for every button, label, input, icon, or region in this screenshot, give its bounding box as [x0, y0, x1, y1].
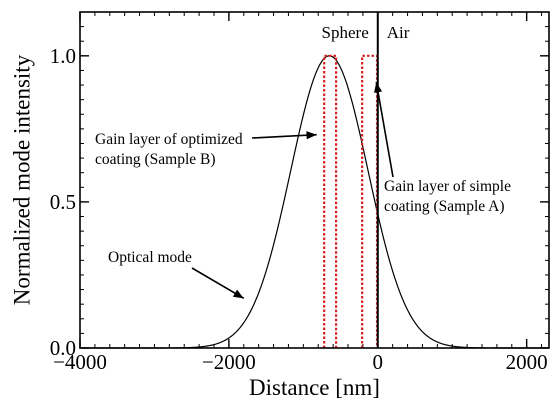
x-tick-label: −2000 — [202, 350, 256, 374]
y-axis-title: Normalized mode intensity — [9, 54, 34, 305]
region-label-air: Air — [387, 23, 410, 42]
annotation-sample-a-line2: coating (Sample A) — [384, 198, 505, 215]
region-label-sphere: Sphere — [322, 23, 369, 42]
arrowhead — [374, 82, 383, 93]
tick-labels: −4000 −2000 0 2000 0.0 0.5 1.0 — [50, 44, 548, 374]
y-tick-label: 0.5 — [50, 190, 76, 214]
x-tick-label: 0 — [373, 350, 384, 374]
x-tick-label: 2000 — [506, 350, 548, 374]
annotation-sample-b-arrow — [251, 133, 317, 139]
y-tick-label: 1.0 — [50, 44, 76, 68]
y-tick-label: 0.0 — [50, 336, 76, 360]
series-line-1 — [323, 54, 338, 348]
annotation-sample-a-arrow — [375, 81, 394, 178]
annotation-sample-b-line1: Gain layer of optimized — [95, 131, 243, 148]
annotation-sample-b-line2: coating (Sample B) — [95, 151, 216, 168]
x-tick-label: −4000 — [53, 350, 107, 374]
x-axis-title: Distance [nm] — [249, 375, 380, 400]
annotation-optical-mode-label: Optical mode — [108, 249, 192, 266]
annotation-optical-mode: Optical mode — [108, 249, 245, 300]
arrowhead — [232, 289, 244, 299]
series-line-2 — [361, 54, 379, 348]
annotation-sample-a: Gain layer of simple coating (Sample A) — [374, 81, 511, 215]
annotation-sample-a-line1: Gain layer of simple — [384, 178, 511, 195]
annotation-sample-b: Gain layer of optimized coating (Sample … — [95, 131, 317, 168]
arrowhead — [306, 131, 317, 140]
plot-frame — [79, 11, 550, 349]
